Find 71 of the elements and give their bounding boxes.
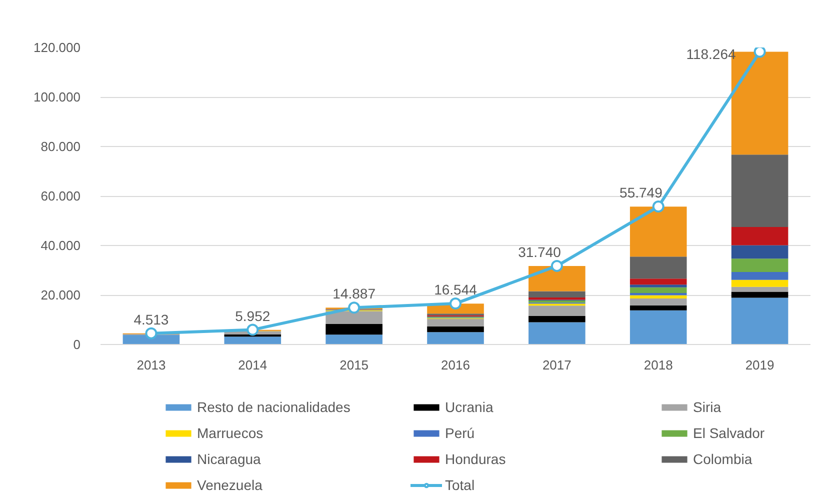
x-tick-label: 2014 xyxy=(238,358,268,372)
bar xyxy=(528,316,586,322)
bar xyxy=(528,300,586,303)
data-label: 55.749 xyxy=(620,184,663,201)
legend-label: Honduras xyxy=(445,450,507,468)
data-label: 31.740 xyxy=(518,244,562,260)
y-tick-label: 100.000 xyxy=(34,90,81,104)
bar xyxy=(630,295,687,298)
point xyxy=(550,260,563,272)
data-label: 118.264 xyxy=(686,46,736,62)
bar xyxy=(630,310,687,344)
point xyxy=(348,302,360,314)
y-tick-label: 40.000 xyxy=(40,238,81,253)
bar xyxy=(528,306,586,316)
bar xyxy=(630,287,687,294)
legend-label: Perú xyxy=(445,424,476,442)
bar xyxy=(224,336,282,344)
bar xyxy=(427,319,484,326)
point xyxy=(246,324,259,336)
bar xyxy=(630,206,687,257)
x-tick-label: 2013 xyxy=(136,358,166,372)
y-tick-label: 120.000 xyxy=(34,40,81,55)
bar xyxy=(731,226,788,246)
legend-label: Siria xyxy=(693,398,722,416)
bar xyxy=(630,305,687,310)
x-tick-label: 2019 xyxy=(745,358,774,372)
point xyxy=(754,48,766,58)
bar xyxy=(528,291,586,298)
bar xyxy=(731,286,788,292)
bar xyxy=(630,284,687,288)
x-tick-label: 2017 xyxy=(542,358,572,372)
bar xyxy=(427,326,484,332)
bar xyxy=(326,324,382,335)
legend-label: Colombia xyxy=(693,450,754,468)
x-tick-label: 2018 xyxy=(644,358,673,372)
y-tick-label: 0 xyxy=(73,337,81,352)
bar xyxy=(326,311,382,324)
bar xyxy=(528,297,586,300)
bar xyxy=(731,272,788,280)
legend-label: Ucrania xyxy=(445,398,494,416)
bar xyxy=(731,280,788,287)
data-label: 5.952 xyxy=(235,308,270,324)
bar xyxy=(630,278,687,285)
bar xyxy=(528,266,586,292)
y-tick-label: 20.000 xyxy=(40,288,81,302)
bar xyxy=(731,298,788,344)
legend-label: El Salvador xyxy=(693,424,766,442)
bar xyxy=(731,154,788,227)
bar xyxy=(326,334,382,344)
x-tick-label: 2016 xyxy=(441,358,470,372)
y-tick-label: 60.000 xyxy=(40,188,81,204)
bar xyxy=(731,245,788,259)
legend-label: Venezuela xyxy=(197,476,264,494)
legend-label: Total xyxy=(445,476,476,494)
legend-label: Marruecos xyxy=(197,424,264,442)
bar xyxy=(731,292,788,298)
point xyxy=(450,298,462,310)
bar xyxy=(630,298,687,306)
y-tick-label: 80.000 xyxy=(40,139,81,154)
data-label: 14.887 xyxy=(332,286,376,302)
data-label: 4.513 xyxy=(134,311,169,328)
legend-label: Resto de nacionalidades xyxy=(197,398,352,416)
bar xyxy=(731,258,788,272)
bar xyxy=(427,332,484,344)
data-label: 16.544 xyxy=(434,282,478,298)
x-tick-label: 2015 xyxy=(340,358,369,372)
bar xyxy=(630,256,687,279)
point xyxy=(145,327,158,340)
legend-label: Nicaragua xyxy=(197,450,262,468)
bar xyxy=(528,322,586,344)
point xyxy=(652,200,664,213)
